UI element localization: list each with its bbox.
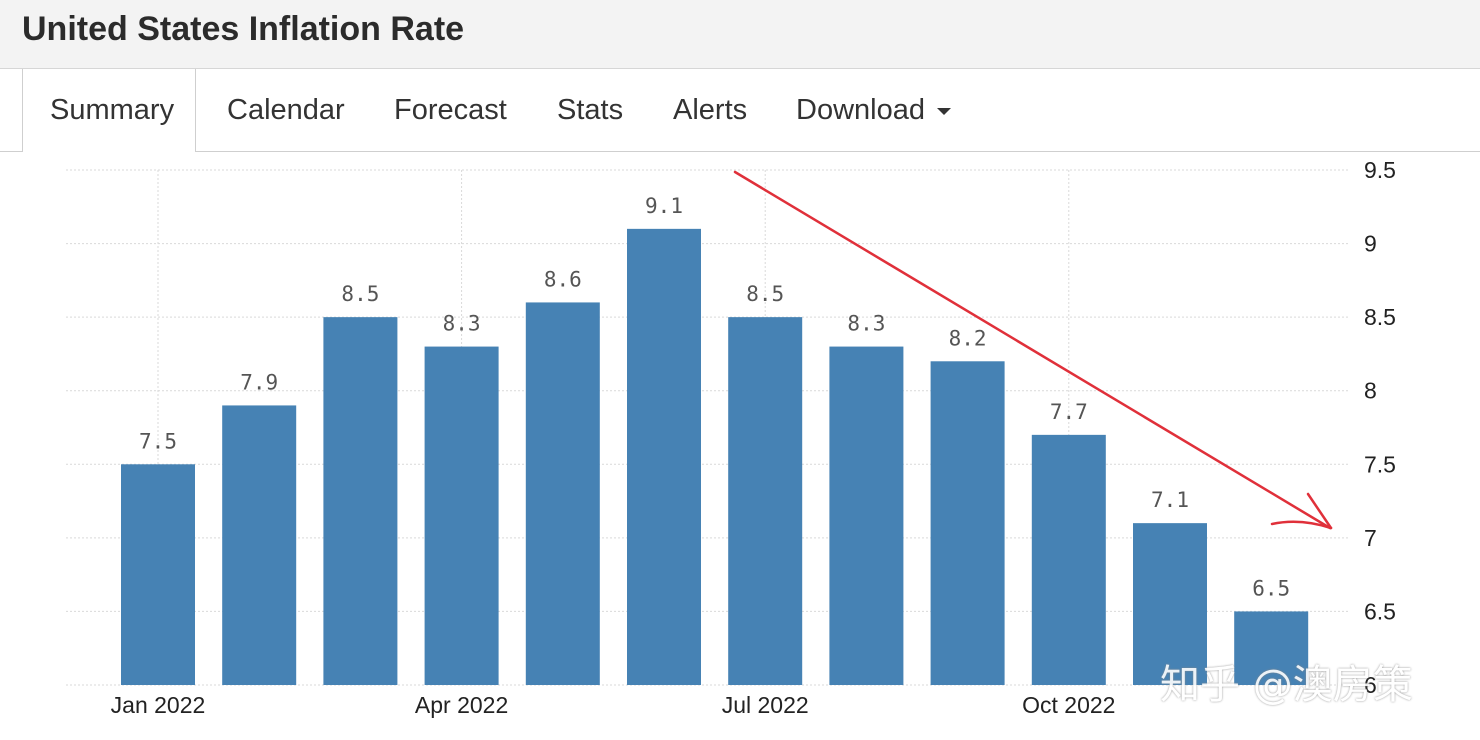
arrow-head-lower (1270, 520, 1333, 530)
data-label: 7.1 (1151, 488, 1189, 512)
bar (728, 317, 803, 685)
y-tick-label: 7 (1364, 525, 1377, 551)
arrow-shaft (733, 170, 1332, 530)
x-tick-label: Apr 2022 (415, 692, 508, 718)
chart-data-labels: 7.5 7.9 8.5 8.3 8.6 9.1 8.5 8.3 8.2 7.7 7.1 6.5 (139, 194, 1290, 601)
data-label: 9.1 (645, 194, 683, 218)
data-label: 8.5 (341, 282, 379, 306)
page-header: United States Inflation Rate (0, 0, 1480, 69)
y-tick-label: 6.5 (1364, 598, 1396, 624)
bar (829, 346, 904, 685)
page-title: United States Inflation Rate (22, 10, 465, 48)
data-label: 6.5 (1252, 576, 1290, 600)
bar (222, 405, 297, 685)
bar (323, 317, 398, 685)
watermark: 知乎 @澳房策 (1160, 662, 1413, 708)
y-tick-label: 9.5 (1364, 157, 1396, 183)
y-tick-label: 7.5 (1364, 451, 1396, 477)
bar (121, 464, 195, 685)
bar (627, 228, 701, 685)
bar (1133, 523, 1207, 685)
data-label: 8.2 (949, 326, 987, 350)
trend-arrow-annotation (733, 170, 1333, 530)
tab-alerts[interactable]: Alerts (673, 94, 748, 126)
data-label: 8.3 (443, 312, 481, 336)
chart-bars (121, 228, 1309, 685)
caret-down-icon (936, 107, 951, 115)
x-tick-label: Oct 2022 (1022, 692, 1115, 718)
bar (930, 361, 1005, 685)
bar (424, 346, 499, 685)
tab-calendar[interactable]: Calendar (227, 94, 345, 126)
data-label: 7.7 (1050, 400, 1088, 424)
tab-download-label: Download (796, 94, 925, 126)
y-tick-label: 8 (1364, 378, 1377, 404)
y-tick-label: 8.5 (1364, 304, 1396, 330)
tab-summary[interactable]: Summary (22, 69, 197, 152)
x-tick-label: Jul 2022 (722, 692, 809, 718)
tab-bar: Summary Calendar Forecast Stats Alerts D… (0, 69, 1480, 152)
data-label: 7.5 (139, 429, 177, 453)
bar (1031, 434, 1106, 685)
data-label: 7.9 (240, 370, 278, 394)
data-label: 8.3 (847, 312, 885, 336)
inflation-bar-chart: 7.5 7.9 8.5 8.3 8.6 9.1 8.5 8.3 8.2 7.7 7.1 6.5 9.5… (66, 157, 1396, 718)
tab-stats[interactable]: Stats (557, 94, 624, 126)
x-tick-label: Jan 2022 (111, 692, 206, 718)
arrow-head-upper (1306, 492, 1333, 530)
y-tick-label: 6 (1364, 672, 1377, 698)
tab-forecast[interactable]: Forecast (394, 94, 507, 126)
data-label: 8.5 (746, 282, 784, 306)
chart-y-axis: 9.5 9 8.5 8 7.5 7 6.5 6 (1364, 157, 1396, 698)
data-label: 8.6 (544, 267, 582, 291)
y-tick-label: 9 (1364, 231, 1377, 257)
tab-download[interactable]: Download (796, 69, 951, 151)
bar (1234, 611, 1309, 685)
bar (525, 302, 600, 685)
chart-x-axis: Jan 2022 Apr 2022 Jul 2022 Oct 2022 (111, 692, 1116, 718)
